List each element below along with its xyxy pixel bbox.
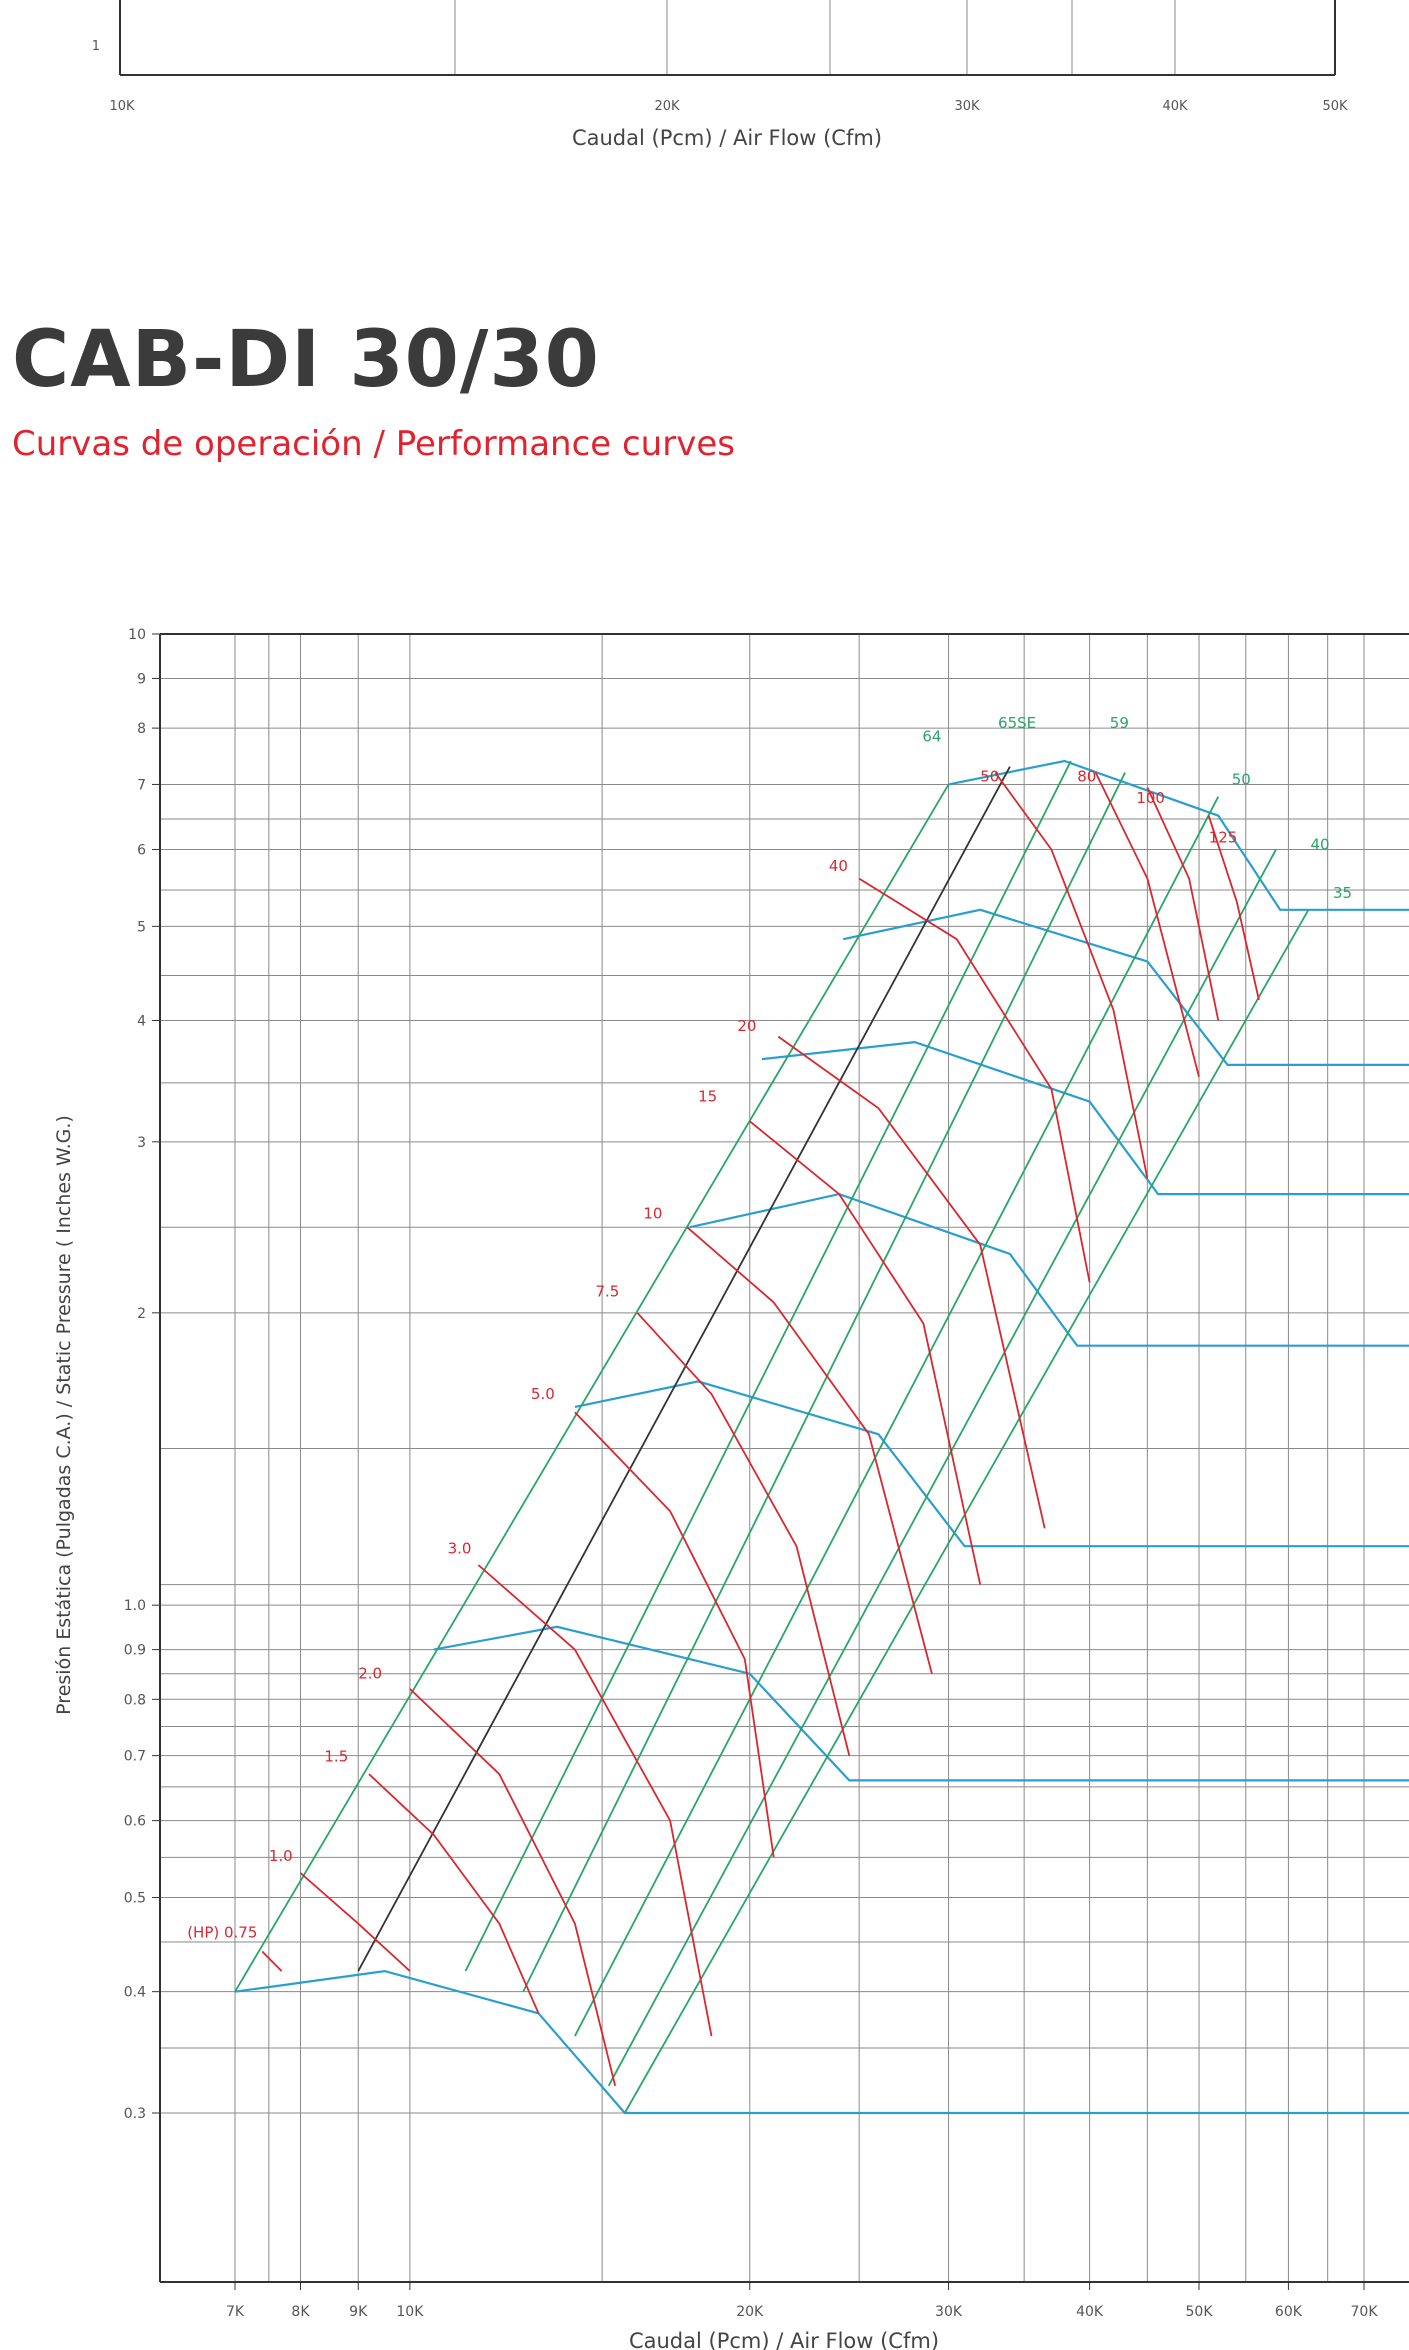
hp-label: 50: [980, 767, 999, 785]
hp-curve: [1207, 815, 1260, 1001]
x-tick-label: 30K: [935, 2304, 963, 2320]
system-curve: [234, 1969, 1409, 2115]
rpm-label: 59: [1110, 714, 1129, 732]
hp-label: 7.5: [595, 1282, 619, 1300]
hp-label: (HP) 0.75: [187, 1923, 257, 1941]
hp-label: 5.0: [531, 1385, 555, 1403]
previous-chart-y-tick-label: 1: [92, 39, 100, 54]
rpm-lines: 64 65SE 59 50 40 35: [234, 714, 1352, 2114]
previous-chart-x-tick-label: 40K: [1162, 99, 1188, 114]
rpm-label: 40: [1311, 835, 1330, 853]
hp-curve: [1094, 772, 1200, 1078]
previous-chart-grid: [454, 0, 1176, 75]
y-tick-label: 2: [137, 1306, 146, 1322]
x-tick-label: 9K: [349, 2304, 368, 2320]
system-curve: [842, 908, 1409, 1066]
hp-label: 125: [1209, 828, 1238, 846]
rpm-line: [574, 796, 1220, 2037]
hp-curve: [261, 1950, 283, 1972]
x-tick-label: 70K: [1351, 2304, 1379, 2320]
system-curve: [761, 1040, 1409, 1196]
rpm-line: [357, 766, 1011, 1972]
rpm-line: [234, 783, 950, 1993]
hp-curve: [777, 1035, 1046, 1529]
previous-chart-x-tick-label: 50K: [1322, 99, 1348, 114]
hp-curve: [409, 1688, 617, 2087]
hp-curve: [574, 1411, 775, 1858]
y-tick-label: 0.9: [124, 1643, 146, 1659]
previous-chart-x-tick-label: 10K: [109, 99, 135, 114]
y-tick-label: 5: [137, 919, 146, 935]
page-title: CAB-DI 30/30: [12, 315, 600, 405]
hp-label: 100: [1136, 789, 1165, 807]
hp-label: 80: [1077, 767, 1096, 785]
rpm-label: 35: [1333, 884, 1352, 902]
system-curve: [948, 759, 1409, 911]
previous-chart-x-tick-label: 20K: [654, 99, 680, 114]
x-tick-label: 60K: [1275, 2304, 1303, 2320]
x-tick-label: 20K: [736, 2304, 764, 2320]
hp-label: 3.0: [448, 1540, 472, 1558]
rpm-line: [623, 909, 1310, 2114]
y-tick-label: 0.4: [124, 1985, 146, 2001]
previous-chart: 1 10K 20K 30K 40K 50K Caudal (Pcm) / Air…: [92, 0, 1348, 150]
system-curve: [574, 1380, 1409, 1548]
system-curve: [433, 1625, 1409, 1782]
hp-label: 10: [643, 1205, 662, 1223]
hp-label: 1.0: [269, 1847, 293, 1865]
rpm-label: 64: [922, 728, 941, 746]
system-curve: [689, 1192, 1409, 1347]
rpm-line: [522, 772, 1126, 1993]
x-axis-label: Caudal (Pcm) / Air Flow (Cfm): [629, 2329, 939, 2350]
hp-curve: [749, 1120, 982, 1585]
rpm-label: 65SE: [998, 714, 1036, 732]
chart-grid: [160, 633, 1409, 2282]
y-tick-label: 3: [137, 1135, 146, 1151]
hp-label: 20: [737, 1017, 756, 1035]
hp-curve: [477, 1564, 713, 2037]
y-tick-label: 1.0: [124, 1598, 146, 1614]
hp-label: 40: [829, 857, 848, 875]
y-tick-label: 10: [128, 627, 146, 643]
y-tick-label: 6: [137, 842, 146, 858]
y-tick-label: 8: [137, 721, 146, 737]
y-axis-label: Presión Estática (Pulgadas C.A.) / Stati…: [53, 1115, 75, 1715]
y-tick-label: 0.7: [124, 1749, 146, 1765]
hp-curve: [686, 1226, 933, 1674]
y-tick-label: 0.6: [124, 1814, 146, 1830]
system-curves: [234, 759, 1409, 2115]
horsepower-curves: (HP) 0.75 1.0 1.5 2.0 3.0 5.0 7.5 10 15 20 40 50 80 1…: [187, 767, 1260, 2087]
hp-curve: [636, 1312, 851, 1756]
rpm-label: 50: [1232, 770, 1251, 788]
rpm-line: [464, 760, 1072, 1972]
previous-chart-x-tick-label: 30K: [954, 99, 980, 114]
x-tick-label: 10K: [396, 2304, 424, 2320]
axis-ticks: 0.3 0.4 0.5 0.6 0.7 0.8 0.9 1.0 2 3 4 5 6 7 8 9 10 7K 8K 9K…: [124, 627, 1379, 2320]
hp-label: 2.0: [358, 1665, 382, 1683]
x-tick-label: 8K: [291, 2304, 310, 2320]
x-tick-label: 50K: [1186, 2304, 1214, 2320]
x-tick-label: 7K: [226, 2304, 245, 2320]
x-tick-label: 40K: [1076, 2304, 1104, 2320]
hp-label: 1.5: [324, 1748, 348, 1766]
hp-curve: [858, 877, 1091, 1283]
hp-curve: [1146, 787, 1220, 1021]
hp-curve: [994, 772, 1149, 1179]
page-subtitle: Curvas de operación / Performance curves: [12, 424, 735, 464]
y-tick-label: 0.8: [124, 1692, 146, 1708]
y-tick-label: 7: [137, 777, 146, 793]
y-tick-label: 4: [137, 1013, 146, 1029]
y-tick-label: 0.3: [124, 2106, 146, 2122]
rpm-line: [607, 849, 1277, 2087]
hp-label: 15: [698, 1088, 717, 1106]
previous-chart-x-axis-label: Caudal (Pcm) / Air Flow (Cfm): [572, 126, 882, 150]
y-tick-label: 0.5: [124, 1891, 146, 1907]
hp-curve: [299, 1872, 411, 1972]
hp-curve: [368, 1773, 540, 2014]
y-tick-label: 9: [137, 671, 146, 687]
